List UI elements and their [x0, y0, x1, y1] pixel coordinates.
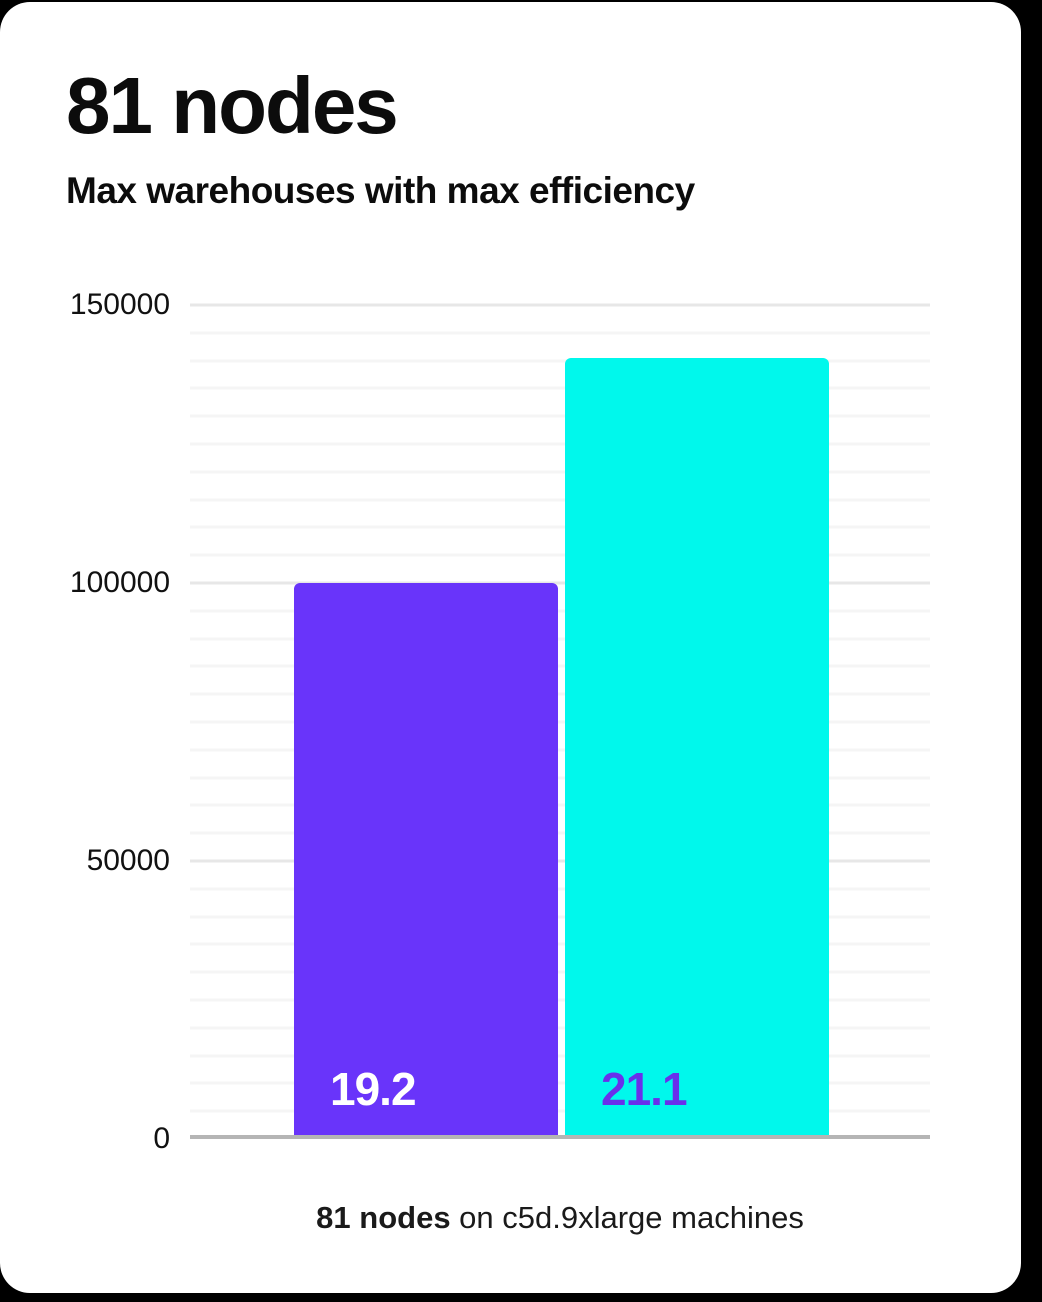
chart-title: 81 nodes	[66, 61, 399, 150]
minor-gridline	[190, 525, 930, 529]
y-tick-label: 0	[153, 1122, 170, 1155]
bar-value-label: 19.2	[330, 1063, 417, 1115]
minor-gridline	[190, 831, 930, 835]
minor-gridline	[190, 331, 930, 335]
x-axis-line	[190, 1135, 930, 1139]
minor-gridline	[190, 386, 930, 390]
bar-chart-plot-area: 19.2 21.1	[190, 303, 930, 1139]
chart-subtitle: Max warehouses with max efficiency	[66, 170, 695, 211]
minor-gridline	[190, 1054, 930, 1058]
bar-value-label: 21.1	[601, 1063, 688, 1115]
minor-gridline	[190, 359, 930, 363]
minor-gridline	[190, 1081, 930, 1085]
y-tick-label: 50000	[86, 844, 170, 877]
minor-gridline	[190, 498, 930, 502]
y-tick-label: 100000	[69, 566, 170, 599]
minor-gridline	[190, 664, 930, 668]
minor-gridline	[190, 609, 930, 613]
minor-gridline	[190, 998, 930, 1002]
major-gridline	[190, 303, 930, 307]
chart-caption: 81 nodes on c5d.9xlarge machines	[190, 1200, 930, 1236]
minor-gridline	[190, 720, 930, 724]
bar-21.1: 21.1	[565, 358, 829, 1136]
minor-gridline	[190, 470, 930, 474]
caption-regular-text: on c5d.9xlarge machines	[450, 1200, 804, 1235]
minor-gridline	[190, 414, 930, 418]
bar-19.2: 19.2	[294, 582, 558, 1136]
minor-gridline	[190, 637, 930, 641]
major-gridline	[190, 581, 930, 585]
minor-gridline	[190, 803, 930, 807]
minor-gridline	[190, 553, 930, 557]
minor-gridline	[190, 442, 930, 446]
minor-gridline	[190, 942, 930, 946]
minor-gridline	[190, 748, 930, 752]
chart-card: 81 nodes Max warehouses with max efficie…	[0, 2, 1021, 1293]
caption-bold-text: 81 nodes	[316, 1200, 451, 1235]
minor-gridline	[190, 1109, 930, 1113]
major-gridline	[190, 859, 930, 863]
minor-gridline	[190, 970, 930, 974]
y-tick-label: 150000	[69, 288, 170, 321]
minor-gridline	[190, 692, 930, 696]
minor-gridline	[190, 887, 930, 891]
minor-gridline	[190, 776, 930, 780]
y-axis-tick-labels: 0 50000 100000 150000	[0, 288, 170, 1155]
minor-gridline	[190, 915, 930, 919]
minor-gridline	[190, 1026, 930, 1030]
